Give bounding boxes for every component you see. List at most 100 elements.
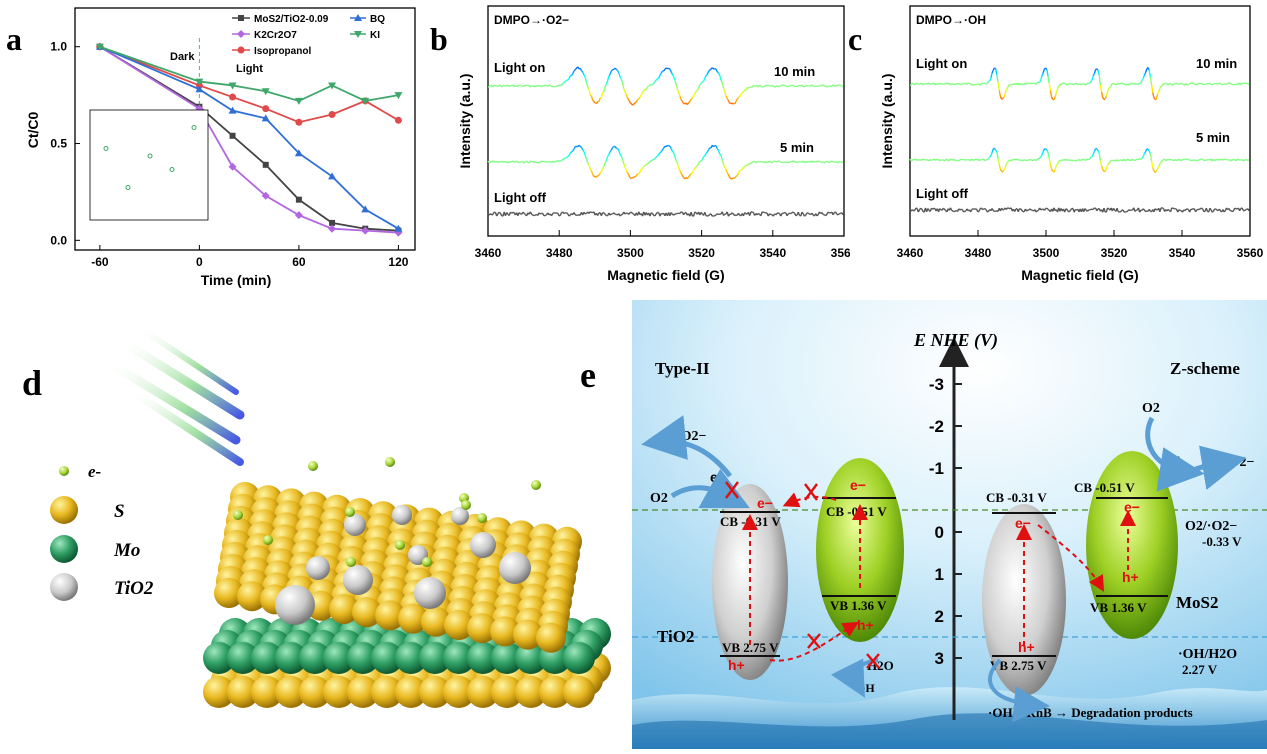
spectrum-segment: [601, 93, 602, 98]
spectrum-segment: [1061, 160, 1062, 161]
spectrum-segment: [1039, 158, 1040, 159]
spectrum-segment: [727, 99, 728, 101]
spectrum-segment: [569, 153, 570, 155]
spectrum-segment: [757, 161, 758, 162]
spectrum-segment: [1158, 92, 1159, 94]
spectrum-segment: [680, 96, 681, 100]
spectrum-segment: [742, 92, 743, 93]
spectrum-segment: [672, 151, 673, 152]
spectrum-segment: [750, 212, 751, 216]
spectrum-segment: [1205, 160, 1206, 161]
spectrum-segment: [700, 84, 701, 85]
spectrum-segment: [1113, 208, 1114, 210]
spectrum-segment: [1108, 208, 1109, 209]
spectrum-segment: [661, 150, 662, 152]
spectrum-segment: [695, 212, 696, 213]
spectrum-segment: [1128, 159, 1129, 160]
spectrum-segment: [1229, 208, 1230, 210]
spectrum-segment: [1058, 86, 1059, 88]
spectrum-segment: [608, 154, 609, 156]
spectrum-segment: [736, 176, 737, 177]
spectrum-segment: [513, 161, 514, 162]
spectrum-segment: [1073, 84, 1074, 85]
spectrum-segment: [910, 159, 911, 161]
y-tick-label: 0.5: [50, 137, 67, 151]
spectrum-segment: [498, 85, 499, 86]
spectrum-segment: [1136, 159, 1137, 160]
spectrum-segment: [497, 214, 498, 216]
type-ii-title: Type-II: [655, 359, 710, 378]
spectrum-segment: [1030, 209, 1031, 210]
spectrum-segment: [609, 74, 610, 76]
spectrum-segment: [920, 83, 921, 84]
spectrum-segment: [1094, 69, 1095, 73]
spectrum-segment: [524, 162, 525, 163]
spectrum-segment: [1248, 209, 1249, 211]
spectrum-segment: [1183, 84, 1184, 85]
light-beams: [108, 328, 240, 462]
spectrum-segment: [795, 161, 796, 162]
spectrum-segment: [1085, 209, 1086, 211]
spectrum-segment: [694, 168, 695, 170]
spectrum-segment: [998, 81, 999, 90]
spectrum-segment: [1187, 209, 1188, 210]
data-point: [295, 119, 302, 126]
spectrum-segment: [793, 212, 794, 213]
spectrum-segment: [596, 176, 597, 178]
data-point: [229, 94, 236, 101]
spectrum-segment: [574, 146, 575, 149]
tio2-particle: [306, 556, 330, 580]
mos2-label: MoS2: [1176, 593, 1219, 612]
spectrum-segment: [829, 161, 830, 163]
cb-tio2-label: CB -0.31 V: [986, 490, 1047, 505]
spectrum-segment: [1047, 150, 1048, 153]
spectrum-segment: [675, 80, 676, 84]
spectrum-segment: [914, 210, 915, 211]
spectrum-segment: [1024, 83, 1025, 85]
spectrum-segment: [1142, 78, 1143, 80]
spectrum-segment: [1054, 169, 1055, 172]
spectrum-segment: [1219, 83, 1220, 84]
spectrum-segment: [512, 212, 513, 213]
spectrum-segment: [618, 149, 619, 151]
spectrum-segment: [1160, 208, 1161, 212]
electron: [385, 457, 395, 467]
spectrum-segment: [558, 213, 559, 216]
spectrum-segment: [1119, 83, 1120, 84]
sulfur-atom-icon: [50, 496, 78, 524]
spectrum-segment: [569, 215, 570, 216]
spectrum-segment: [687, 177, 688, 179]
spectrum-segment: [828, 212, 829, 213]
spectrum-segment: [981, 208, 982, 210]
spectrum-segment: [1242, 208, 1243, 210]
spectrum-segment: [812, 213, 813, 215]
spectrum-segment: [1067, 159, 1068, 160]
light-on-label: Light on: [916, 56, 967, 71]
spectrum-segment: [755, 161, 756, 162]
spectrum-segment: [1156, 94, 1157, 99]
spectrum-segment: [731, 103, 732, 104]
y-tick-label: 1.0: [50, 40, 67, 54]
electron-label: e−: [850, 477, 866, 493]
spectrum-segment: [1002, 208, 1003, 210]
spectrum-segment: [1047, 70, 1048, 77]
x-tick-label: 3520: [688, 246, 715, 260]
spectrum-segment: [599, 173, 600, 176]
x-axis-label: Time (min): [201, 272, 272, 288]
data-point: [395, 117, 402, 124]
data-point: [295, 98, 303, 105]
spectrum-segment: [1194, 160, 1195, 161]
spectrum-segment: [945, 209, 946, 210]
x-tick-label: 3460: [475, 246, 502, 260]
spectrum-segment: [640, 169, 641, 172]
spectrum-segment: [1005, 89, 1006, 94]
panel-c: c DMPO→·OH Light on 10 min 5 min Light o…: [840, 0, 1267, 300]
spectrum-segment: [980, 83, 981, 85]
x-tick-label: 3520: [1101, 246, 1128, 260]
spectrum-segment: [565, 81, 566, 82]
legend-item: KI: [370, 30, 380, 41]
o2-couple-label: O2/·O2−: [1185, 519, 1237, 534]
spectrum-segment: [1137, 84, 1138, 85]
spectrum-segment: [636, 174, 637, 176]
spectrum-segment: [1190, 83, 1191, 84]
